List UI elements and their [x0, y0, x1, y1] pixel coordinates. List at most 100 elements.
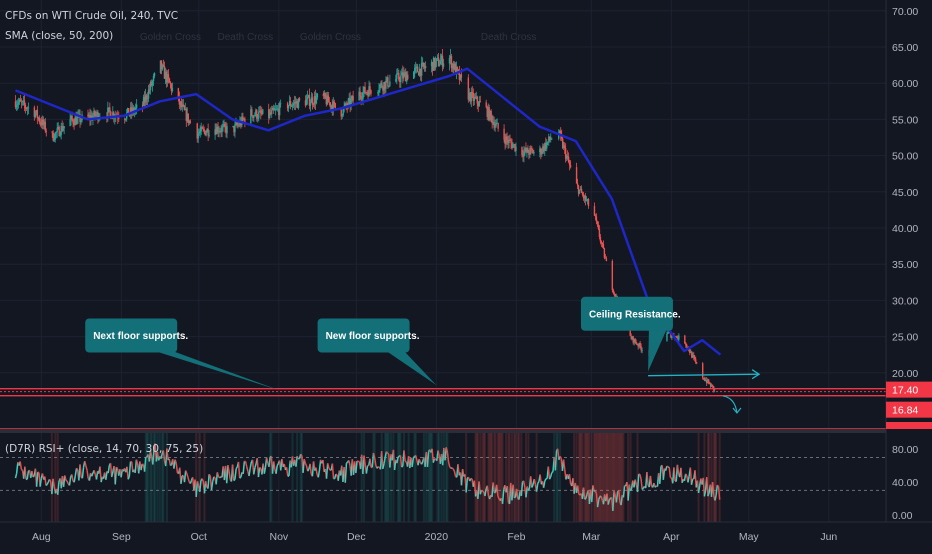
candle-body — [52, 131, 53, 132]
candle-body — [16, 105, 17, 107]
rsi-segment — [569, 474, 570, 484]
candle-body — [400, 75, 401, 82]
candle-body — [440, 61, 441, 65]
rsi-segment — [246, 461, 247, 466]
rsi-segment — [141, 464, 142, 470]
candle — [604, 248, 605, 260]
callout-text: New floor supports. — [326, 331, 420, 342]
rsi-segment — [377, 467, 378, 468]
candle — [148, 85, 149, 102]
rsi-segment — [318, 470, 319, 477]
candle — [407, 71, 408, 80]
rsi-segment — [660, 466, 661, 483]
rsi-extreme-band — [581, 433, 583, 522]
rsi-extreme-band — [575, 433, 577, 522]
candle-body — [570, 165, 571, 167]
candle — [684, 335, 685, 344]
candle-body — [56, 132, 57, 133]
symbol-legend[interactable]: CFDs on WTI Crude Oil, 240, TVC — [5, 10, 178, 22]
candle-body — [588, 199, 589, 206]
rsi-segment — [641, 479, 642, 489]
callout-pointer — [648, 329, 667, 372]
candle-body — [601, 242, 602, 243]
rsi-legend[interactable]: (D7R) RSI+ (close, 14, 70, 30, 75, 25) — [5, 443, 203, 455]
price-tick-label: 60.00 — [892, 78, 918, 90]
candle-body — [567, 156, 568, 157]
candle-body — [62, 128, 63, 130]
rsi-segment — [247, 467, 248, 472]
candle-body — [641, 350, 642, 351]
candle-body — [291, 106, 292, 107]
rsi-segment — [190, 480, 191, 483]
rsi-segment — [129, 462, 130, 477]
rsi-segment — [717, 485, 718, 487]
candle-body — [678, 336, 679, 340]
rsi-segment — [77, 468, 78, 470]
candle-body — [421, 63, 422, 76]
candle-body — [71, 116, 72, 120]
callout-box[interactable]: New floor supports. — [318, 319, 437, 386]
rsi-extreme-band — [536, 433, 538, 522]
candle-body — [203, 129, 204, 131]
rsi-segment — [434, 459, 435, 460]
rsi-extreme-band — [491, 433, 493, 522]
candle — [594, 203, 595, 217]
price-tick-label: 35.00 — [892, 259, 918, 271]
candle-body — [586, 200, 587, 201]
candle-body — [521, 147, 522, 155]
price-axis[interactable]: 70.0065.0060.0055.0050.0045.0040.0035.00… — [886, 0, 932, 550]
candle — [497, 123, 498, 132]
candle — [451, 54, 452, 72]
candle-body — [63, 126, 64, 128]
candle-body — [226, 126, 227, 133]
candle-body — [703, 378, 704, 379]
rsi-extreme-band — [698, 433, 700, 522]
rsi-segment — [45, 476, 46, 485]
candle-body — [546, 142, 547, 148]
candle-body — [208, 135, 209, 136]
candle-body — [598, 225, 599, 229]
candle-body — [606, 258, 607, 261]
rsi-segment — [287, 467, 288, 476]
rsi-segment — [564, 460, 565, 470]
candle — [58, 125, 59, 136]
candle — [241, 113, 242, 127]
price-tick-label: 65.00 — [892, 42, 918, 54]
rsi-segment — [538, 482, 539, 484]
rsi-extreme-band — [446, 433, 448, 522]
candle-body — [254, 115, 255, 116]
rsi-extreme-band — [708, 433, 710, 522]
candle — [37, 106, 38, 124]
candle — [364, 82, 365, 94]
rsi-segment — [669, 467, 670, 478]
candle — [20, 95, 21, 102]
candle — [581, 185, 582, 193]
rsi-segment — [452, 468, 453, 469]
sma-legend[interactable]: SMA (close, 50, 200) — [5, 30, 113, 42]
rsi-segment — [667, 466, 668, 467]
candle-body — [22, 101, 23, 102]
candle-body — [398, 73, 399, 80]
candle-body — [207, 129, 208, 136]
time-tick-label: Jun — [820, 531, 837, 543]
price-tick-label: 45.00 — [892, 187, 918, 199]
time-tick-label: Mar — [582, 531, 601, 543]
time-tick-label: Apr — [663, 531, 680, 543]
candle-body — [328, 95, 329, 102]
candle-body — [58, 127, 59, 136]
candle-body — [198, 134, 199, 139]
candle — [17, 99, 18, 110]
candle-body — [37, 110, 38, 118]
rsi-segment — [46, 484, 47, 485]
callout-box[interactable]: Next floor supports. — [85, 319, 279, 391]
candle-body — [46, 131, 47, 132]
rsi-segment — [310, 464, 311, 474]
candle-body — [35, 113, 36, 117]
ceiling-resistance-line[interactable] — [648, 374, 759, 376]
candle-body — [472, 92, 473, 93]
pane-separator[interactable] — [0, 429, 932, 433]
candle-body — [178, 88, 179, 97]
